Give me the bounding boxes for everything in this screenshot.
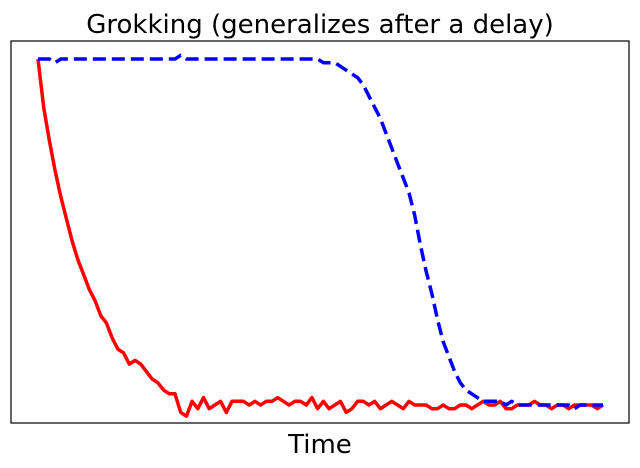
series-layer <box>36 53 604 418</box>
series-line-blue-dashed <box>38 53 603 411</box>
chart-title: Grokking (generalizes after a delay) <box>86 10 554 40</box>
x-axis-label: Time <box>287 430 352 460</box>
plot-area-frame <box>10 40 630 424</box>
series-line-red-solid <box>36 58 604 418</box>
